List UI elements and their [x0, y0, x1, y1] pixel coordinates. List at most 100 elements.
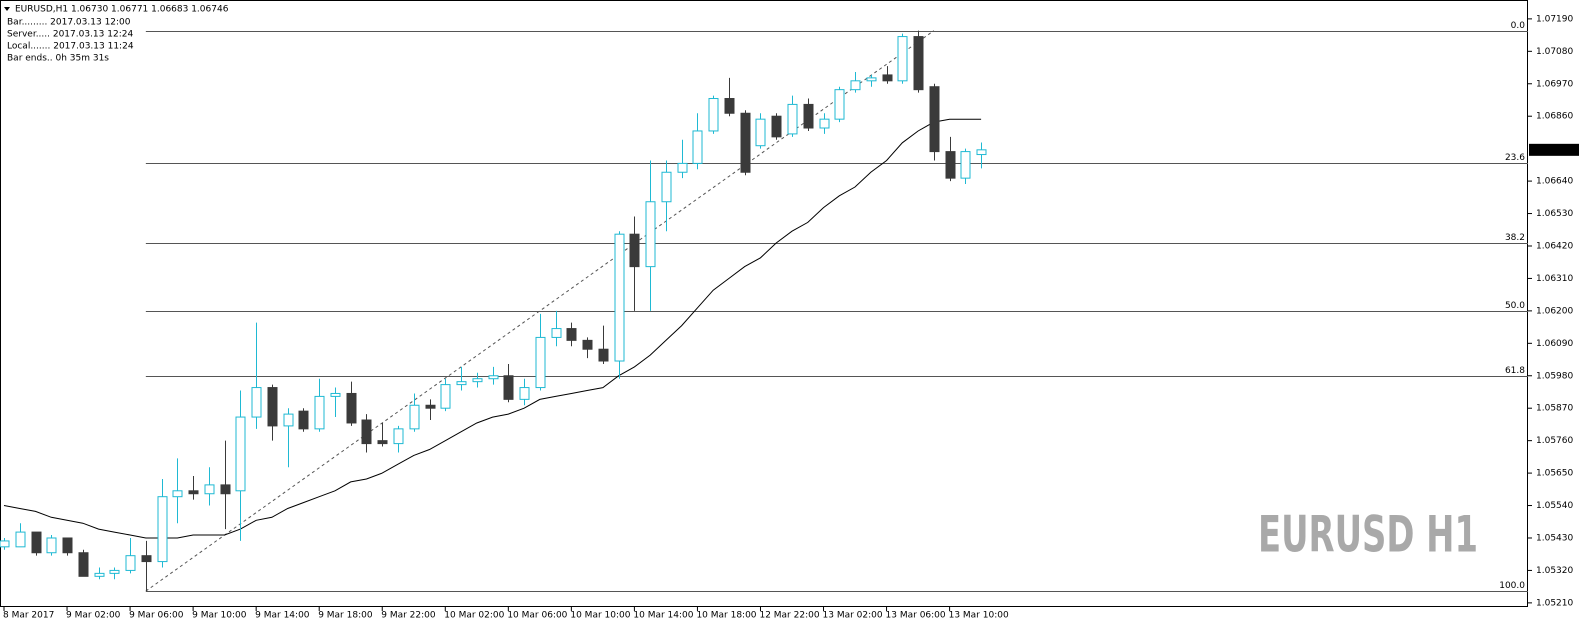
y-tick-label: 1.06530	[1536, 209, 1573, 219]
header: EURUSD,H1 1.06730 1.06771 1.06683 1.0674…	[15, 5, 229, 15]
candle-body	[251, 387, 262, 418]
candle-body	[960, 151, 971, 179]
candle-body	[46, 537, 57, 554]
candle-body	[15, 531, 26, 548]
y-tick-label: 1.06640	[1536, 177, 1573, 187]
bid-label: 1.06746	[1536, 145, 1573, 155]
plot-frame	[0, 0, 1528, 607]
candle-body	[866, 77, 877, 82]
fib-trend-line	[145, 30, 935, 592]
candle-body	[188, 490, 199, 495]
candle-body	[677, 162, 688, 173]
info-line: Local....... 2017.03.13 11:24	[7, 42, 134, 52]
y-tick-label: 1.06090	[1536, 339, 1573, 349]
candle-body	[598, 348, 609, 362]
candle-body	[503, 375, 514, 400]
candle-body	[535, 336, 546, 389]
candle-body	[31, 531, 42, 554]
y-tick-label: 1.06200	[1536, 306, 1573, 316]
y-tick-label: 1.05760	[1536, 436, 1573, 446]
candle-body	[692, 130, 703, 164]
y-tick-label: 1.06310	[1536, 274, 1573, 284]
x-tick-label: 9 Mar 06:00	[129, 611, 184, 621]
candle-body	[283, 413, 294, 427]
fib-level-label: 50.0	[1505, 301, 1525, 311]
candle-body	[440, 384, 451, 409]
candle-body	[771, 115, 782, 138]
candle-body	[94, 572, 105, 577]
candle-body	[661, 171, 672, 203]
x-tick-label: 13 Mar 10:00	[949, 611, 1009, 621]
info-line: Server..... 2017.03.13 12:24	[7, 30, 133, 40]
candle-body	[346, 392, 357, 424]
candle-body	[472, 378, 483, 383]
candle-body	[0, 540, 10, 548]
candle-body	[897, 36, 908, 82]
x-tick-label: 10 Mar 18:00	[696, 611, 756, 621]
fib-level-label: 100.0	[1499, 581, 1525, 591]
fib-level-label: 23.6	[1505, 153, 1525, 163]
bid-label-bg	[1529, 143, 1579, 156]
candle-body	[78, 552, 89, 577]
candle-body	[488, 375, 499, 380]
candle-body	[62, 537, 73, 554]
info-line: Bar ends.. 0h 35m 31s	[7, 54, 109, 64]
candle-body	[267, 387, 278, 427]
y-tick-label: 1.07190	[1536, 14, 1573, 24]
fib-level-label: 38.2	[1505, 233, 1525, 243]
candle-body	[409, 404, 420, 430]
info-line: Bar......... 2017.03.13 12:00	[7, 18, 131, 28]
candle-body	[361, 419, 372, 445]
y-tick-label: 1.05320	[1536, 566, 1573, 576]
y-tick-label: 1.05650	[1536, 469, 1573, 479]
candle-body	[220, 484, 231, 495]
candle-body	[834, 89, 845, 120]
candle-body	[708, 98, 719, 132]
fib-level-label: 61.8	[1505, 366, 1525, 376]
y-tick-label: 1.05210	[1536, 598, 1573, 608]
candle-body	[204, 484, 215, 495]
moving-average	[3, 118, 982, 539]
candle-body	[519, 387, 530, 400]
candle-body	[645, 201, 656, 268]
y-tick-label: 1.07080	[1536, 47, 1573, 57]
y-tick-label: 1.05430	[1536, 533, 1573, 543]
candle-body	[330, 392, 341, 397]
candle-body	[882, 74, 893, 82]
symbol-menu-arrow[interactable]	[4, 7, 10, 11]
candle-body	[913, 36, 924, 91]
candle-body	[377, 440, 388, 445]
x-tick-label: 10 Mar 06:00	[507, 611, 567, 621]
x-tick-label: 10 Mar 02:00	[444, 611, 504, 621]
x-tick-label: 12 Mar 22:00	[759, 611, 819, 621]
x-tick-label: 9 Mar 10:00	[192, 611, 247, 621]
candle-body	[755, 118, 766, 147]
x-tick-label: 9 Mar 14:00	[255, 611, 310, 621]
candle-body	[235, 416, 246, 492]
candle-body	[945, 151, 956, 179]
candle-body	[172, 490, 183, 498]
x-tick-label: 9 Mar 18:00	[318, 611, 373, 621]
candle-body	[724, 98, 735, 114]
fib-level-label: 0.0	[1511, 21, 1526, 31]
candle-body	[157, 496, 168, 563]
candle-body	[787, 103, 798, 135]
y-tick-label: 1.06970	[1536, 79, 1573, 89]
x-tick-label: 13 Mar 02:00	[823, 611, 883, 621]
candle-body	[929, 86, 940, 153]
x-tick-label: 8 Mar 2017	[3, 611, 54, 621]
candle-body	[566, 328, 577, 341]
candle-body	[425, 404, 436, 409]
candle-body	[976, 149, 987, 156]
x-tick-label: 9 Mar 22:00	[381, 611, 436, 621]
candle-body	[298, 410, 309, 430]
candle-body	[125, 555, 136, 571]
y-tick-label: 1.06420	[1536, 241, 1573, 251]
candle-body	[850, 80, 861, 91]
candle-body	[740, 112, 751, 173]
x-tick-label: 13 Mar 06:00	[886, 611, 946, 621]
candle-body	[614, 233, 625, 362]
y-tick-label: 1.05540	[1536, 501, 1573, 511]
